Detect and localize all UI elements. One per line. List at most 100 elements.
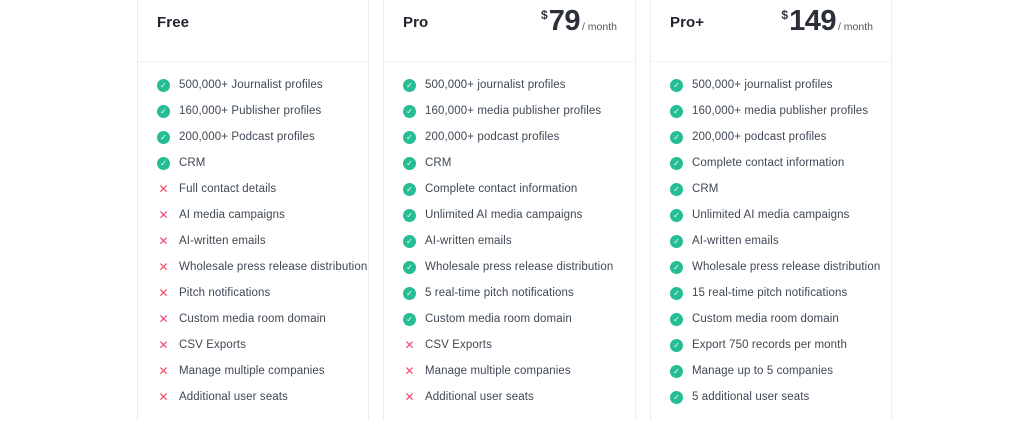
cross-icon: ✕ [404,364,415,378]
feature-label: CSV Exports [179,339,246,351]
feature-row: ✓ Complete contact information [403,176,623,202]
feature-label: Unlimited AI media campaigns [692,209,850,221]
feature-label: 5 real-time pitch notifications [425,287,574,299]
feature-row: ✓ CRM [403,150,623,176]
feature-row: ✕ Additional user seats [157,384,356,410]
feature-label: Export 750 records per month [692,339,847,351]
feature-list: ✓ 500,000+ Journalist profiles ✓ 160,000… [138,62,368,410]
check-icon: ✓ [157,78,170,92]
feature-label: 500,000+ journalist profiles [425,79,566,91]
feature-row: ✓ 160,000+ Publisher profiles [157,98,356,124]
plan-header: Pro $ 79 / month [384,0,635,62]
feature-label: CRM [179,157,206,169]
feature-row: ✓ 5 real-time pitch notifications [403,280,623,306]
feature-label: Wholesale press release distribution [692,261,881,273]
feature-row: ✓ 500,000+ journalist profiles [403,72,623,98]
feature-label: Manage multiple companies [425,365,571,377]
check-icon: ✓ [670,260,683,274]
plan-header: Free [138,0,368,62]
feature-row: ✓ Custom media room domain [403,306,623,332]
check-icon: ✓ [670,234,683,248]
plan-price: $ 149 / month [781,5,873,38]
check-icon: ✓ [670,156,683,170]
currency-symbol: $ [781,8,789,22]
feature-label: Manage up to 5 companies [692,365,834,377]
feature-label: Pitch notifications [179,287,271,299]
feature-label: Additional user seats [179,391,288,403]
feature-label: Custom media room domain [425,313,572,325]
feature-label: 160,000+ Publisher profiles [179,105,322,117]
feature-row: ✓ 200,000+ Podcast profiles [157,124,356,150]
plan-name: Pro [403,14,429,31]
feature-row: ✕ Manage multiple companies [403,358,623,384]
cross-icon: ✕ [158,208,169,222]
feature-row: ✕ Additional user seats [403,384,623,410]
check-icon: ✓ [670,182,683,196]
feature-row: ✕ Full contact details [157,176,356,202]
feature-row: ✕ CSV Exports [403,332,623,358]
feature-row: ✓ 15 real-time pitch notifications [670,280,879,306]
feature-row: ✕ AI-written emails [157,228,356,254]
check-icon: ✓ [670,312,683,326]
feature-label: Custom media room domain [692,313,839,325]
check-icon: ✓ [403,312,416,326]
cross-icon: ✕ [404,338,415,352]
check-icon: ✓ [403,130,416,144]
feature-row: ✕ Manage multiple companies [157,358,356,384]
plan-price: $ 79 / month [541,5,617,38]
check-icon: ✓ [403,78,416,92]
feature-row: ✕ AI media campaigns [157,202,356,228]
feature-row: ✓ 200,000+ podcast profiles [403,124,623,150]
feature-label: Complete contact information [425,183,578,195]
check-icon: ✓ [403,286,416,300]
check-icon: ✓ [403,234,416,248]
feature-row: ✓ Custom media room domain [670,306,879,332]
price-amount: 79 [548,5,581,37]
plan-name: Free [157,14,190,31]
cross-icon: ✕ [158,312,169,326]
feature-row: ✓ CRM [157,150,356,176]
check-icon: ✓ [157,156,170,170]
feature-row: ✕ Wholesale press release distribution [157,254,367,280]
feature-label: 160,000+ media publisher profiles [425,105,602,117]
plan-card: Pro+ $ 149 / month ✓ 500,000+ journalist… [650,0,892,421]
check-icon: ✓ [403,182,416,196]
check-icon: ✓ [157,104,170,118]
plan-header: Pro+ $ 149 / month [651,0,891,62]
feature-row: ✓ 500,000+ journalist profiles [670,72,879,98]
pricing-table: Free ✓ 500,000+ Journalist profiles ✓ 16… [137,0,892,421]
plan-name: Pro+ [670,14,705,31]
feature-label: AI media campaigns [179,209,285,221]
check-icon: ✓ [403,104,416,118]
cross-icon: ✕ [158,390,169,404]
feature-label: Additional user seats [425,391,534,403]
feature-row: ✓ Wholesale press release distribution [403,254,623,280]
cross-icon: ✕ [158,364,169,378]
feature-row: ✓ Export 750 records per month [670,332,879,358]
feature-label: Manage multiple companies [179,365,325,377]
price-period: / month [837,20,873,33]
check-icon: ✓ [670,78,683,92]
feature-row: ✕ CSV Exports [157,332,356,358]
feature-label: 15 real-time pitch notifications [692,287,848,299]
check-icon: ✓ [670,364,683,378]
feature-label: 5 additional user seats [692,391,810,403]
feature-row: ✓ AI-written emails [403,228,623,254]
feature-label: 500,000+ Journalist profiles [179,79,323,91]
feature-label: 500,000+ journalist profiles [692,79,833,91]
cross-icon: ✕ [158,182,169,196]
check-icon: ✓ [670,286,683,300]
feature-list: ✓ 500,000+ journalist profiles ✓ 160,000… [384,62,635,410]
price-period: / month [581,20,617,33]
feature-label: Custom media room domain [179,313,326,325]
feature-label: CRM [692,183,719,195]
feature-row: ✓ Complete contact information [670,150,879,176]
cross-icon: ✕ [158,338,169,352]
cross-icon: ✕ [158,234,169,248]
feature-row: ✓ Wholesale press release distribution [670,254,881,280]
feature-row: ✓ 500,000+ Journalist profiles [157,72,356,98]
feature-row: ✓ Unlimited AI media campaigns [403,202,623,228]
feature-row: ✕ Custom media room domain [157,306,356,332]
feature-label: CRM [425,157,452,169]
